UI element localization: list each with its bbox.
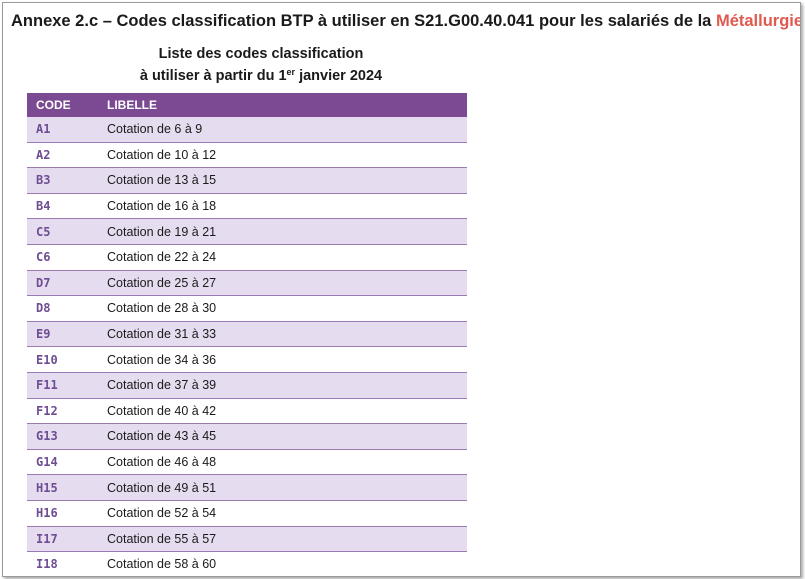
libelle-cell: Cotation de 49 à 51 [107,474,467,501]
table-row: D7 Cotation de 25 à 27 [27,270,467,297]
table-row: D8 Cotation de 28 à 30 [27,295,467,322]
table-header-row: CODE LIBELLE [27,93,467,117]
code-cell: H16 [27,500,107,527]
table-row: A1 Cotation de 6 à 9 [27,117,467,143]
code-cell: G14 [27,449,107,476]
table-row: B3 Cotation de 13 à 15 [27,167,467,194]
table-row: C5 Cotation de 19 à 21 [27,218,467,245]
libelle-cell: Cotation de 25 à 27 [107,270,467,297]
annex-heading-text: Annexe 2.c – Codes classification BTP à … [11,12,716,30]
table-row: B4 Cotation de 16 à 18 [27,193,467,220]
code-cell: E9 [27,321,107,348]
table-title: Liste des codes classification à utilise… [31,45,491,85]
code-cell: C6 [27,244,107,271]
table-title-line-2: à utiliser à partir du 1er janvier 2024 [31,63,491,85]
table-body: A1 Cotation de 6 à 9 A2 Cotation de 10 à 12… [27,117,467,576]
libelle-cell: Cotation de 43 à 45 [107,423,467,450]
libelle-cell: Cotation de 58 à 60 [107,551,467,576]
table-row: F11 Cotation de 37 à 39 [27,372,467,399]
table-row: H16 Cotation de 52 à 54 [27,500,467,527]
code-cell: I17 [27,526,107,553]
libelle-cell: Cotation de 34 à 36 [107,346,467,373]
code-cell: H15 [27,474,107,501]
libelle-cell: Cotation de 52 à 54 [107,500,467,527]
libelle-cell: Cotation de 40 à 42 [107,398,467,425]
code-cell: F11 [27,372,107,399]
table-title-line-2-start: à utiliser à partir du 1 [139,68,287,84]
code-cell: A2 [27,142,107,169]
code-cell: B3 [27,167,107,194]
table-row: E10 Cotation de 34 à 36 [27,346,467,373]
libelle-cell: Cotation de 28 à 30 [107,295,467,322]
table-row: H15 Cotation de 49 à 51 [27,474,467,501]
libelle-cell: Cotation de 13 à 15 [107,167,467,194]
libelle-cell: Cotation de 10 à 12 [107,142,467,169]
code-cell: B4 [27,193,107,220]
libelle-cell: Cotation de 55 à 57 [107,526,467,553]
table-title-line-2-end: janvier 2024 [295,68,383,84]
table-title-line-1: Liste des codes classification [158,46,364,62]
highlighted-word: Métallurgie [715,12,801,30]
libelle-cell: Cotation de 19 à 21 [107,218,467,245]
column-header-libelle: LIBELLE [107,93,467,117]
column-header-code: CODE [27,93,107,117]
libelle-cell: Cotation de 46 à 48 [107,449,467,476]
libelle-cell: Cotation de 16 à 18 [107,193,467,220]
code-cell: C5 [27,218,107,245]
table-row: F12 Cotation de 40 à 42 [27,398,467,425]
libelle-cell: Cotation de 37 à 39 [107,372,467,399]
code-cell: D8 [27,295,107,322]
libelle-cell: Cotation de 31 à 33 [107,321,467,348]
classification-table: CODE LIBELLE A1 Cotation de 6 à 9 A2 Cotati… [27,93,467,576]
libelle-cell: Cotation de 6 à 9 [107,117,467,143]
code-cell: F12 [27,398,107,425]
table-row: E9 Cotation de 31 à 33 [27,321,467,348]
table-row: C6 Cotation de 22 à 24 [27,244,467,271]
libelle-cell: Cotation de 22 à 24 [107,244,467,271]
table-row: A2 Cotation de 10 à 12 [27,142,467,169]
table-row: G14 Cotation de 46 à 48 [27,449,467,476]
table-row: I18 Cotation de 58 à 60 [27,551,467,576]
code-cell: A1 [27,117,107,143]
annex-heading[interactable]: Annexe 2.c – Codes classification BTP à … [11,11,801,31]
table-row: I17 Cotation de 55 à 57 [27,526,467,553]
ordinal-superscript: er [286,67,296,77]
table-row: G13 Cotation de 43 à 45 [27,423,467,450]
code-cell: G13 [27,423,107,450]
code-cell: E10 [27,346,107,373]
code-cell: I18 [27,551,107,576]
code-cell: D7 [27,270,107,297]
